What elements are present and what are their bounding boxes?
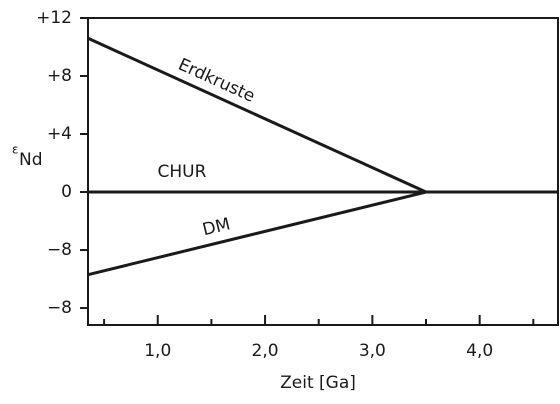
y-tick-label: +12 [36, 8, 72, 28]
y-tick-label: −8 [47, 240, 72, 260]
x-axis-label: Zeit [Ga] [280, 373, 356, 393]
x-tick-label: 3,0 [359, 341, 386, 361]
plot-frame [87, 17, 559, 326]
series-label: DM [201, 214, 233, 240]
y-tick-label: 0 [61, 182, 72, 202]
series-line [87, 36, 427, 194]
y-axis-symbol: ε [12, 143, 19, 157]
x-tick-label: 4,0 [466, 341, 493, 361]
y-tick-label: +8 [47, 66, 72, 86]
y-tick-label: −8 [47, 298, 72, 318]
y-axis-label: Nd [19, 150, 43, 170]
series-line [87, 190, 427, 277]
x-tick-label: 1,0 [144, 341, 171, 361]
y-tick-label: +4 [47, 124, 72, 144]
series-label: CHUR [158, 162, 207, 182]
x-tick-label: 2,0 [252, 341, 279, 361]
series-label: Erdkruste [175, 55, 258, 107]
